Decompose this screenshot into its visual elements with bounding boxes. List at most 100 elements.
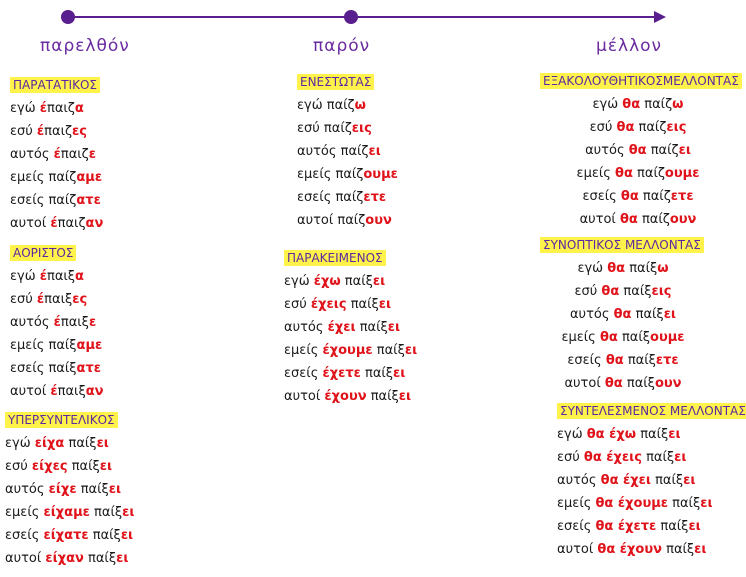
- verb-prefix: είχατε: [43, 528, 89, 543]
- conjugation-row: εγώ είχα παίξει: [5, 432, 134, 455]
- verb-pronoun: αυτός: [284, 320, 328, 335]
- verb-stem: παίξ: [636, 427, 669, 442]
- conjugation-row: αυτός έπαιζε: [10, 143, 103, 166]
- verb-ending: ει: [404, 343, 418, 358]
- verb-pronoun: εσύ: [589, 120, 617, 135]
- verb-stem: παίζ: [637, 212, 670, 227]
- verb-ending: ουν: [669, 212, 697, 227]
- verb-pronoun: εμείς: [5, 505, 44, 520]
- verb-stem: παίζ: [640, 97, 673, 112]
- verb-pronoun: εμείς: [557, 496, 596, 511]
- verb-pronoun: εγώ: [284, 274, 314, 289]
- verb-ending: ει: [387, 320, 401, 335]
- verb-ending: ει: [663, 307, 676, 322]
- verb-stem: παιζ: [57, 216, 86, 231]
- verb-ending: ουμε: [650, 330, 685, 345]
- verb-prefix: θα: [619, 212, 638, 227]
- conjugation-row: αυτοί θα παίξουν: [540, 372, 706, 395]
- tense-title: ΑΟΡΙΣΤΟΣ: [10, 245, 77, 261]
- verb-pronoun: εσύ: [284, 297, 311, 312]
- verb-pronoun: εσείς: [567, 353, 606, 368]
- tense-title: ΠΑΡΑΤΑΤΙΚΟΣ: [10, 77, 100, 93]
- verb-prefix: έ: [36, 292, 45, 307]
- verb-pronoun: εσύ: [10, 124, 37, 139]
- verb-ending: α: [75, 269, 84, 284]
- arrow-right-icon: [654, 11, 666, 23]
- verb-pronoun: εσύ: [10, 292, 37, 307]
- verb-pronoun: εμείς: [284, 343, 323, 358]
- conjugation-row: εγώ έχω παίξει: [284, 270, 417, 293]
- verb-ending: ει: [683, 473, 696, 488]
- conjugation-row: αυτός έπαιξε: [10, 311, 104, 334]
- verb-stem: παίξ: [366, 389, 399, 404]
- verb-ending: εις: [666, 120, 687, 135]
- verb-pronoun: εσείς: [5, 528, 44, 543]
- verb-pronoun: εσύ: [557, 450, 584, 465]
- verb-pronoun: αυτοί: [564, 376, 605, 391]
- verb-stem: παιξ: [57, 384, 86, 399]
- verb-pronoun: εμείς: [297, 167, 336, 182]
- verb-ending: ει: [694, 542, 707, 557]
- verb-prefix: έχει: [327, 320, 356, 335]
- verb-prefix: έ: [39, 269, 47, 284]
- conjugation-row: εσείς έχετε παίξει: [284, 362, 417, 385]
- verb-pronoun: εμείς: [561, 330, 600, 345]
- conjugation-row: εμείς έχουμε παίξει: [284, 339, 417, 362]
- verb-prefix: έ: [53, 315, 61, 330]
- conjugation-row: εγώ έπαιζα: [10, 97, 103, 120]
- verb-prefix: θα: [607, 261, 626, 276]
- conjugation-row: αυτοί έπαιζαν: [10, 212, 103, 235]
- verb-pronoun: αυτός: [569, 307, 614, 322]
- tense-title: ΥΠΕΡΣΥΝΤΕΛΙΚΟΣ: [5, 412, 118, 428]
- verb-prefix: έχετε: [322, 366, 361, 381]
- verb-stem: παιξ: [47, 269, 76, 284]
- verb-pronoun: εσείς: [284, 366, 323, 381]
- verb-prefix: θα: [605, 353, 624, 368]
- verb-ending: ει: [122, 505, 135, 520]
- conjugation-row: εσύ έπαιξες: [10, 288, 104, 311]
- verb-ending: ει: [378, 297, 392, 312]
- verb-ending: ει: [372, 274, 386, 289]
- verb-pronoun: εσύ: [574, 284, 602, 299]
- verb-prefix: θα: [599, 330, 618, 345]
- verb-ending: ω: [354, 98, 366, 113]
- tense-enestotas: ΕΝΕΣΤΩΤΑΣ εγώ παίζω εσύ παίζεις αυτός παίζε…: [297, 71, 398, 232]
- verb-ending: αμε: [76, 170, 103, 185]
- timeline-present-dot: [344, 10, 358, 24]
- verb-pronoun: εγώ: [557, 427, 587, 442]
- verb-ending: ε: [88, 315, 97, 330]
- verb-stem: παίξ: [372, 343, 405, 358]
- verb-pronoun: αυτοί: [297, 213, 338, 228]
- verb-prefix: θα: [620, 189, 639, 204]
- verb-ending: αμε: [76, 338, 103, 353]
- verb-stem: παίζ: [340, 144, 369, 159]
- tense-title: ΕΝΕΣΤΩΤΑΣ: [297, 74, 375, 90]
- verb-stem: παίξ: [619, 284, 652, 299]
- verb-prefix: θα: [616, 120, 635, 135]
- verb-pronoun: αυτός: [557, 473, 601, 488]
- era-future-label: μέλλον: [596, 36, 663, 56]
- conjugation-row: εμείς παίζαμε: [10, 166, 103, 189]
- verb-stem: παίζ: [335, 190, 364, 205]
- verb-pronoun: εγώ: [10, 269, 40, 284]
- verb-pronoun: αυτός: [10, 315, 54, 330]
- conjugation-row: αυτοί θα έχουν παίξει: [557, 538, 746, 561]
- verb-ending: ει: [120, 528, 134, 543]
- conjugation-row: αυτός θα έχει παίξει: [557, 469, 746, 492]
- conjugation-row: αυτοί έπαιξαν: [10, 380, 104, 403]
- verb-ending: αν: [85, 216, 104, 231]
- verb-stem: παίξ: [641, 450, 675, 465]
- verb-pronoun: εσύ: [297, 121, 324, 136]
- verb-stem: παίζ: [634, 120, 667, 135]
- verb-prefix: είχε: [48, 482, 77, 497]
- verb-pronoun: αυτός: [297, 144, 341, 159]
- verb-stem: παίξ: [661, 542, 695, 557]
- verb-ending: ει: [393, 366, 406, 381]
- verb-prefix: έ: [53, 147, 61, 162]
- conjugation-row: εσύ είχες παίξει: [5, 455, 134, 478]
- verb-stem: παίζ: [323, 121, 352, 136]
- verb-ending: ες: [72, 124, 87, 139]
- verb-prefix: θα: [628, 143, 647, 158]
- verb-prefix: θα έχουμε: [595, 496, 669, 511]
- conjugation-row: εμείς θα παίξουμε: [540, 326, 706, 349]
